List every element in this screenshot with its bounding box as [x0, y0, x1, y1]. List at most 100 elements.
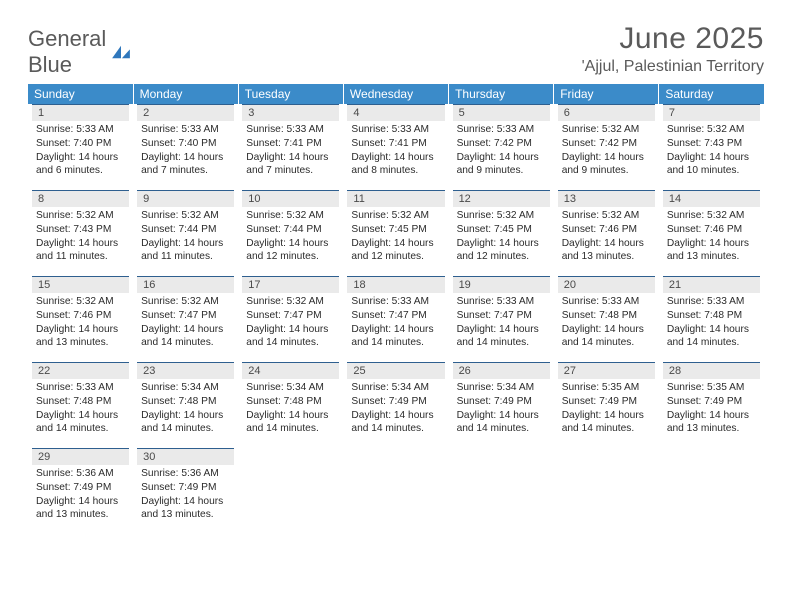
calendar-cell: 30Sunrise: 5:36 AMSunset: 7:49 PMDayligh…	[133, 448, 238, 534]
day-number: 25	[347, 362, 444, 379]
weekday-row: SundayMondayTuesdayWednesdayThursdayFrid…	[28, 84, 764, 104]
brand-text: General Blue	[28, 26, 106, 78]
day-number: 19	[453, 276, 550, 293]
weekday-header: Saturday	[659, 84, 764, 104]
page: General Blue June 2025 'Ajjul, Palestini…	[0, 0, 792, 534]
weekday-header: Sunday	[28, 84, 133, 104]
calendar-cell	[343, 448, 448, 534]
day-number: 1	[32, 104, 129, 121]
day-number: 15	[32, 276, 129, 293]
day-details: Sunrise: 5:36 AMSunset: 7:49 PMDaylight:…	[137, 465, 234, 522]
day-details: Sunrise: 5:32 AMSunset: 7:44 PMDaylight:…	[137, 207, 234, 264]
day-details: Sunrise: 5:36 AMSunset: 7:49 PMDaylight:…	[32, 465, 129, 522]
calendar-cell: 25Sunrise: 5:34 AMSunset: 7:49 PMDayligh…	[343, 362, 448, 448]
day-details: Sunrise: 5:33 AMSunset: 7:42 PMDaylight:…	[453, 121, 550, 178]
day-number: 6	[558, 104, 655, 121]
calendar-row: 1Sunrise: 5:33 AMSunset: 7:40 PMDaylight…	[28, 104, 764, 190]
calendar-cell: 24Sunrise: 5:34 AMSunset: 7:48 PMDayligh…	[238, 362, 343, 448]
day-details: Sunrise: 5:33 AMSunset: 7:48 PMDaylight:…	[558, 293, 655, 350]
calendar-cell: 20Sunrise: 5:33 AMSunset: 7:48 PMDayligh…	[554, 276, 659, 362]
calendar-cell: 15Sunrise: 5:32 AMSunset: 7:46 PMDayligh…	[28, 276, 133, 362]
day-number: 10	[242, 190, 339, 207]
day-details: Sunrise: 5:32 AMSunset: 7:42 PMDaylight:…	[558, 121, 655, 178]
day-number: 4	[347, 104, 444, 121]
calendar-cell	[449, 448, 554, 534]
calendar-cell: 10Sunrise: 5:32 AMSunset: 7:44 PMDayligh…	[238, 190, 343, 276]
calendar-cell: 12Sunrise: 5:32 AMSunset: 7:45 PMDayligh…	[449, 190, 554, 276]
day-details: Sunrise: 5:33 AMSunset: 7:40 PMDaylight:…	[137, 121, 234, 178]
sail-icon	[110, 44, 132, 60]
day-number: 7	[663, 104, 760, 121]
brand-text-b: Blue	[28, 52, 72, 77]
day-number: 14	[663, 190, 760, 207]
header: General Blue June 2025 'Ajjul, Palestini…	[28, 22, 764, 78]
day-details: Sunrise: 5:33 AMSunset: 7:41 PMDaylight:…	[242, 121, 339, 178]
calendar-cell	[554, 448, 659, 534]
day-details: Sunrise: 5:33 AMSunset: 7:40 PMDaylight:…	[32, 121, 129, 178]
day-details: Sunrise: 5:35 AMSunset: 7:49 PMDaylight:…	[558, 379, 655, 436]
calendar-cell: 5Sunrise: 5:33 AMSunset: 7:42 PMDaylight…	[449, 104, 554, 190]
calendar-cell	[238, 448, 343, 534]
day-number: 30	[137, 448, 234, 465]
calendar-cell: 17Sunrise: 5:32 AMSunset: 7:47 PMDayligh…	[238, 276, 343, 362]
day-details: Sunrise: 5:35 AMSunset: 7:49 PMDaylight:…	[663, 379, 760, 436]
title-block: June 2025 'Ajjul, Palestinian Territory	[582, 22, 764, 76]
calendar-cell: 18Sunrise: 5:33 AMSunset: 7:47 PMDayligh…	[343, 276, 448, 362]
day-details: Sunrise: 5:32 AMSunset: 7:43 PMDaylight:…	[32, 207, 129, 264]
calendar-cell: 22Sunrise: 5:33 AMSunset: 7:48 PMDayligh…	[28, 362, 133, 448]
month-title: June 2025	[582, 22, 764, 56]
day-number: 29	[32, 448, 129, 465]
day-details: Sunrise: 5:33 AMSunset: 7:47 PMDaylight:…	[347, 293, 444, 350]
day-number: 27	[558, 362, 655, 379]
day-number: 20	[558, 276, 655, 293]
day-details: Sunrise: 5:33 AMSunset: 7:48 PMDaylight:…	[663, 293, 760, 350]
weekday-header: Thursday	[449, 84, 554, 104]
day-number: 21	[663, 276, 760, 293]
calendar-cell: 14Sunrise: 5:32 AMSunset: 7:46 PMDayligh…	[659, 190, 764, 276]
location-text: 'Ajjul, Palestinian Territory	[582, 58, 764, 76]
calendar-cell: 7Sunrise: 5:32 AMSunset: 7:43 PMDaylight…	[659, 104, 764, 190]
day-number: 26	[453, 362, 550, 379]
calendar-cell: 23Sunrise: 5:34 AMSunset: 7:48 PMDayligh…	[133, 362, 238, 448]
day-number: 18	[347, 276, 444, 293]
calendar-cell: 4Sunrise: 5:33 AMSunset: 7:41 PMDaylight…	[343, 104, 448, 190]
calendar-cell: 27Sunrise: 5:35 AMSunset: 7:49 PMDayligh…	[554, 362, 659, 448]
day-details: Sunrise: 5:32 AMSunset: 7:46 PMDaylight:…	[558, 207, 655, 264]
calendar-cell: 21Sunrise: 5:33 AMSunset: 7:48 PMDayligh…	[659, 276, 764, 362]
day-number: 12	[453, 190, 550, 207]
day-number: 16	[137, 276, 234, 293]
day-details: Sunrise: 5:32 AMSunset: 7:46 PMDaylight:…	[32, 293, 129, 350]
day-details: Sunrise: 5:32 AMSunset: 7:46 PMDaylight:…	[663, 207, 760, 264]
day-details: Sunrise: 5:32 AMSunset: 7:43 PMDaylight:…	[663, 121, 760, 178]
calendar-cell: 29Sunrise: 5:36 AMSunset: 7:49 PMDayligh…	[28, 448, 133, 534]
day-number: 5	[453, 104, 550, 121]
calendar-head: SundayMondayTuesdayWednesdayThursdayFrid…	[28, 84, 764, 104]
calendar-row: 22Sunrise: 5:33 AMSunset: 7:48 PMDayligh…	[28, 362, 764, 448]
brand-text-a: General	[28, 26, 106, 51]
calendar-cell: 9Sunrise: 5:32 AMSunset: 7:44 PMDaylight…	[133, 190, 238, 276]
day-number: 28	[663, 362, 760, 379]
day-number: 17	[242, 276, 339, 293]
calendar-cell: 2Sunrise: 5:33 AMSunset: 7:40 PMDaylight…	[133, 104, 238, 190]
day-number: 23	[137, 362, 234, 379]
weekday-header: Wednesday	[343, 84, 448, 104]
calendar-cell: 19Sunrise: 5:33 AMSunset: 7:47 PMDayligh…	[449, 276, 554, 362]
day-number: 8	[32, 190, 129, 207]
day-number: 2	[137, 104, 234, 121]
calendar-body: 1Sunrise: 5:33 AMSunset: 7:40 PMDaylight…	[28, 104, 764, 534]
calendar-row: 8Sunrise: 5:32 AMSunset: 7:43 PMDaylight…	[28, 190, 764, 276]
day-details: Sunrise: 5:34 AMSunset: 7:49 PMDaylight:…	[347, 379, 444, 436]
day-details: Sunrise: 5:32 AMSunset: 7:47 PMDaylight:…	[137, 293, 234, 350]
calendar-cell: 8Sunrise: 5:32 AMSunset: 7:43 PMDaylight…	[28, 190, 133, 276]
day-number: 3	[242, 104, 339, 121]
calendar-table: SundayMondayTuesdayWednesdayThursdayFrid…	[28, 84, 764, 534]
calendar-row: 29Sunrise: 5:36 AMSunset: 7:49 PMDayligh…	[28, 448, 764, 534]
day-details: Sunrise: 5:32 AMSunset: 7:44 PMDaylight:…	[242, 207, 339, 264]
weekday-header: Friday	[554, 84, 659, 104]
calendar-cell: 28Sunrise: 5:35 AMSunset: 7:49 PMDayligh…	[659, 362, 764, 448]
day-details: Sunrise: 5:33 AMSunset: 7:47 PMDaylight:…	[453, 293, 550, 350]
day-details: Sunrise: 5:32 AMSunset: 7:47 PMDaylight:…	[242, 293, 339, 350]
day-details: Sunrise: 5:34 AMSunset: 7:48 PMDaylight:…	[137, 379, 234, 436]
calendar-cell: 3Sunrise: 5:33 AMSunset: 7:41 PMDaylight…	[238, 104, 343, 190]
day-details: Sunrise: 5:33 AMSunset: 7:48 PMDaylight:…	[32, 379, 129, 436]
